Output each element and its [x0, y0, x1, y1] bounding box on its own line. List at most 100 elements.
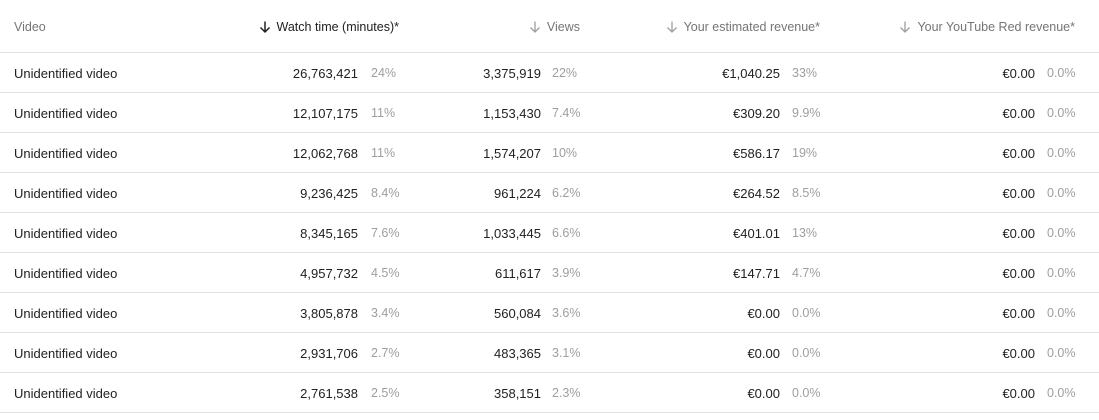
views-percent: 10% [552, 146, 578, 160]
red-revenue-percent: 0.0% [1047, 346, 1076, 360]
video-title[interactable]: Unidentified video [14, 305, 118, 321]
revenue-value: €147.71 [733, 265, 780, 281]
table-row[interactable]: Unidentified video 4,957,732 4.5% 611,61… [0, 253, 1099, 293]
column-header-views[interactable]: Views [528, 0, 580, 53]
revenue-value: €309.20 [733, 105, 780, 121]
column-header-video-label: Video [14, 19, 46, 34]
revenue-value: €0.00 [747, 305, 780, 321]
views-value: 1,153,430 [483, 105, 541, 121]
red-revenue-percent: 0.0% [1047, 66, 1076, 80]
video-title[interactable]: Unidentified video [14, 345, 118, 361]
revenue-percent: 0.0% [792, 346, 821, 360]
views-value: 483,365 [494, 345, 541, 361]
views-value: 3,375,919 [483, 65, 541, 81]
video-title[interactable]: Unidentified video [14, 145, 118, 161]
column-header-revenue[interactable]: Your estimated revenue* [665, 0, 820, 53]
watch-time-percent: 2.5% [371, 386, 400, 400]
red-revenue-percent: 0.0% [1047, 306, 1076, 320]
video-title[interactable]: Unidentified video [14, 185, 118, 201]
watch-time-value: 12,062,768 [292, 145, 358, 161]
watch-time-percent: 11% [371, 106, 396, 120]
watch-time-percent: 24% [371, 66, 397, 80]
views-value: 1,574,207 [483, 145, 541, 161]
table-row[interactable]: Unidentified video 2,761,538 2.5% 358,15… [0, 373, 1099, 413]
table-row[interactable]: Unidentified video 26,763,421 24% 3,375,… [0, 53, 1099, 93]
table-header: Video Watch time (minutes)* Views Your e… [0, 0, 1099, 53]
watch-time-value: 8,345,165 [300, 225, 358, 241]
red-revenue-percent: 0.0% [1047, 266, 1076, 280]
column-header-video: Video [14, 0, 46, 53]
video-title[interactable]: Unidentified video [14, 105, 118, 121]
views-value: 1,033,445 [483, 225, 541, 241]
revenue-value: €401.01 [733, 225, 780, 241]
red-revenue-value: €0.00 [1002, 385, 1035, 401]
views-percent: 6.6% [552, 226, 581, 240]
red-revenue-value: €0.00 [1002, 225, 1035, 241]
red-revenue-value: €0.00 [1002, 105, 1035, 121]
red-revenue-value: €0.00 [1002, 185, 1035, 201]
views-percent: 2.3% [552, 386, 581, 400]
red-revenue-percent: 0.0% [1047, 106, 1076, 120]
arrow-down-icon [259, 21, 270, 33]
column-header-views-label: Views [546, 19, 580, 34]
watch-time-value: 9,236,425 [300, 185, 358, 201]
table-row[interactable]: Unidentified video 9,236,425 8.4% 961,22… [0, 173, 1099, 213]
revenue-percent: 0.0% [792, 386, 821, 400]
views-percent: 6.2% [552, 186, 581, 200]
red-revenue-percent: 0.0% [1047, 186, 1076, 200]
column-header-red-revenue-label: Your YouTube Red revenue* [917, 19, 1075, 34]
watch-time-percent: 8.4% [371, 186, 400, 200]
watch-time-percent: 4.5% [371, 266, 400, 280]
table-row[interactable]: Unidentified video 8,345,165 7.6% 1,033,… [0, 213, 1099, 253]
arrow-down-icon [666, 21, 677, 33]
views-percent: 22% [552, 66, 578, 80]
arrow-down-icon [529, 21, 540, 33]
watch-time-value: 12,107,175 [292, 105, 358, 121]
video-title[interactable]: Unidentified video [14, 65, 118, 81]
red-revenue-percent: 0.0% [1047, 146, 1076, 160]
column-header-watch-time-label: Watch time (minutes)* [276, 19, 399, 34]
watch-time-value: 2,931,706 [300, 345, 358, 361]
red-revenue-value: €0.00 [1002, 265, 1035, 281]
column-header-watch-time[interactable]: Watch time (minutes)* [258, 0, 399, 53]
red-revenue-percent: 0.0% [1047, 386, 1076, 400]
column-header-red-revenue[interactable]: Your YouTube Red revenue* [898, 0, 1075, 53]
views-percent: 7.4% [552, 106, 581, 120]
table-row[interactable]: Unidentified video 12,107,175 11% 1,153,… [0, 93, 1099, 133]
red-revenue-value: €0.00 [1002, 65, 1035, 81]
watch-time-value: 3,805,878 [300, 305, 358, 321]
watch-time-percent: 7.6% [371, 226, 400, 240]
views-percent: 3.9% [552, 266, 581, 280]
views-value: 961,224 [494, 185, 541, 201]
revenue-percent: 33% [792, 66, 818, 80]
red-revenue-percent: 0.0% [1047, 226, 1076, 240]
views-percent: 3.1% [552, 346, 581, 360]
watch-time-value: 4,957,732 [300, 265, 358, 281]
views-value: 358,151 [494, 385, 541, 401]
views-value: 560,084 [494, 305, 541, 321]
column-header-revenue-label: Your estimated revenue* [683, 19, 820, 34]
watch-time-percent: 3.4% [371, 306, 400, 320]
watch-time-percent: 11% [371, 146, 396, 160]
table-row[interactable]: Unidentified video 12,062,768 11% 1,574,… [0, 133, 1099, 173]
revenue-percent: 9.9% [792, 106, 821, 120]
revenue-percent: 13% [792, 226, 818, 240]
views-value: 611,617 [494, 265, 541, 281]
red-revenue-value: €0.00 [1002, 305, 1035, 321]
table-row[interactable]: Unidentified video 3,805,878 3.4% 560,08… [0, 293, 1099, 333]
video-title[interactable]: Unidentified video [14, 225, 118, 241]
video-title[interactable]: Unidentified video [14, 385, 118, 401]
arrow-down-icon [900, 21, 911, 33]
revenue-value: €0.00 [747, 385, 780, 401]
watch-time-percent: 2.7% [371, 346, 400, 360]
revenue-percent: 19% [792, 146, 818, 160]
views-percent: 3.6% [552, 306, 581, 320]
video-title[interactable]: Unidentified video [14, 265, 118, 281]
revenue-value: €586.17 [733, 145, 780, 161]
revenue-percent: 8.5% [792, 186, 821, 200]
watch-time-value: 2,761,538 [300, 385, 358, 401]
revenue-value: €1,040.25 [722, 65, 780, 81]
table-row[interactable]: Unidentified video 2,931,706 2.7% 483,36… [0, 333, 1099, 373]
red-revenue-value: €0.00 [1002, 145, 1035, 161]
